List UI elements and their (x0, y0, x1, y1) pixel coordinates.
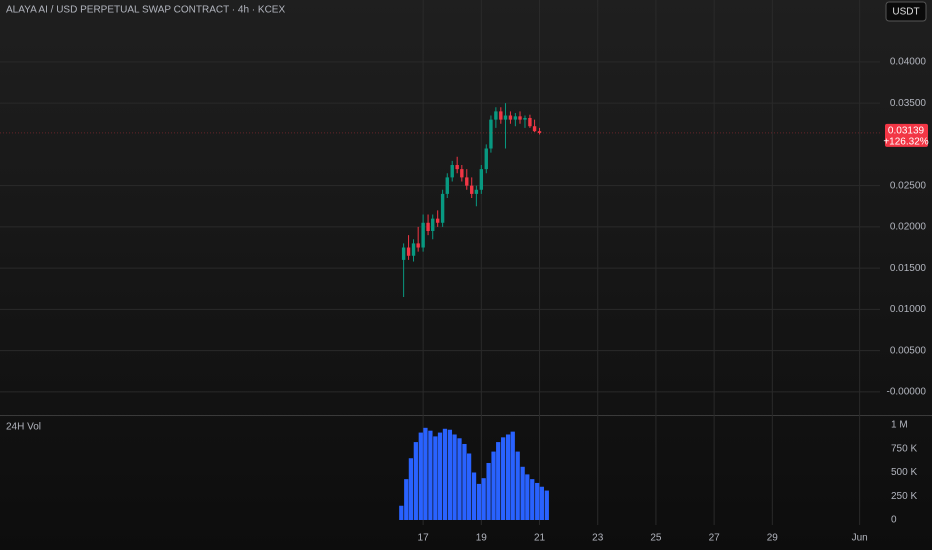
volume-tick-label: 750 K (891, 443, 917, 454)
candle-body (470, 185, 474, 194)
last-price-box (885, 123, 928, 147)
y-tick-label: 0.02500 (890, 180, 927, 191)
volume-tick-label: 250 K (891, 491, 917, 502)
y-tick-label: 0.04000 (890, 57, 927, 68)
candle-body (450, 165, 454, 178)
x-tick-label: 29 (767, 533, 779, 544)
candle-body (455, 165, 459, 170)
volume-bar (520, 466, 525, 520)
candle-body (474, 189, 479, 194)
x-tick-label: 23 (592, 533, 604, 544)
candle-body (494, 111, 498, 120)
last-price-label: 0.03139 (888, 126, 925, 137)
volume-bar (437, 432, 443, 520)
volume-bar (452, 434, 457, 520)
volume-bar (486, 462, 491, 520)
volume-bar (505, 434, 511, 520)
candle-body (484, 148, 488, 170)
candle-body (416, 243, 420, 248)
y-tick-label: 0.00500 (890, 345, 927, 356)
candle-body (537, 131, 542, 133)
volume-bar (404, 479, 409, 520)
candle-body (406, 247, 411, 256)
volume-bar (471, 472, 477, 520)
volume-bar (447, 429, 453, 520)
candle-body (435, 218, 440, 223)
y-tick-label: 0.01500 (890, 263, 927, 274)
volume-bar (535, 482, 540, 520)
volume-bar (510, 431, 515, 520)
volume-bar (481, 478, 486, 520)
volume-bar (501, 437, 506, 520)
candle-body (499, 111, 503, 120)
candle-body (411, 243, 416, 256)
candle-body (532, 126, 537, 132)
volume-bar (399, 505, 404, 520)
candle-body (503, 115, 508, 120)
volume-bar (466, 453, 472, 520)
volume-bar (442, 428, 448, 520)
candle-body (518, 116, 522, 120)
y-tick-label: -0.00000 (887, 387, 927, 398)
candle-body (431, 218, 435, 232)
candle-body (479, 169, 484, 190)
volume-tick-label: 0 (891, 515, 897, 526)
volume-bar (423, 427, 428, 520)
candle-body (421, 222, 425, 248)
x-tick-label: 27 (709, 533, 721, 544)
candle-body (401, 247, 406, 260)
x-tick-label: 21 (534, 533, 546, 544)
change-label: +126.32% (883, 137, 928, 148)
volume-title: 24H Vol (6, 422, 41, 433)
currency-label[interactable]: USDT (892, 7, 919, 18)
volume-bar (530, 479, 535, 520)
volume-bar (496, 442, 501, 520)
volume-bar (413, 442, 418, 520)
volume-bar (476, 483, 482, 520)
volume-bar (544, 490, 549, 520)
volume-bar (525, 474, 530, 520)
volume-bar (462, 443, 467, 520)
chart-title: ALAYA AI / USD PERPETUAL SWAP CONTRACT ·… (6, 5, 285, 16)
volume-bar (433, 436, 438, 520)
volume-tick-label: 500 K (891, 467, 917, 478)
candle-body (513, 116, 518, 120)
volume-bar (418, 432, 423, 520)
candle-body (528, 117, 532, 127)
volume-bar (491, 451, 496, 520)
volume-bar (515, 451, 520, 520)
y-tick-label: 0.03500 (890, 98, 927, 109)
candle-body (489, 119, 493, 149)
candle-body (440, 193, 445, 223)
candle-body (523, 117, 527, 120)
x-tick-label: 17 (418, 533, 430, 544)
x-tick-label: 25 (650, 533, 662, 544)
candle-body (460, 169, 464, 178)
volume-bar (539, 486, 544, 520)
candle-body (508, 115, 513, 120)
volume-bar (457, 438, 462, 520)
x-tick-label: Jun (852, 533, 868, 544)
y-tick-label: 0.01000 (890, 304, 927, 315)
candle-body (445, 177, 449, 194)
volume-tick-label: 1 M (891, 420, 908, 431)
x-tick-label: 19 (476, 533, 488, 544)
candle-body (426, 222, 430, 232)
volume-bar (408, 458, 414, 520)
currency-button[interactable] (885, 1, 927, 22)
candle-body (465, 177, 469, 186)
y-tick-label: 0.02000 (890, 222, 927, 233)
volume-bar (428, 430, 433, 520)
